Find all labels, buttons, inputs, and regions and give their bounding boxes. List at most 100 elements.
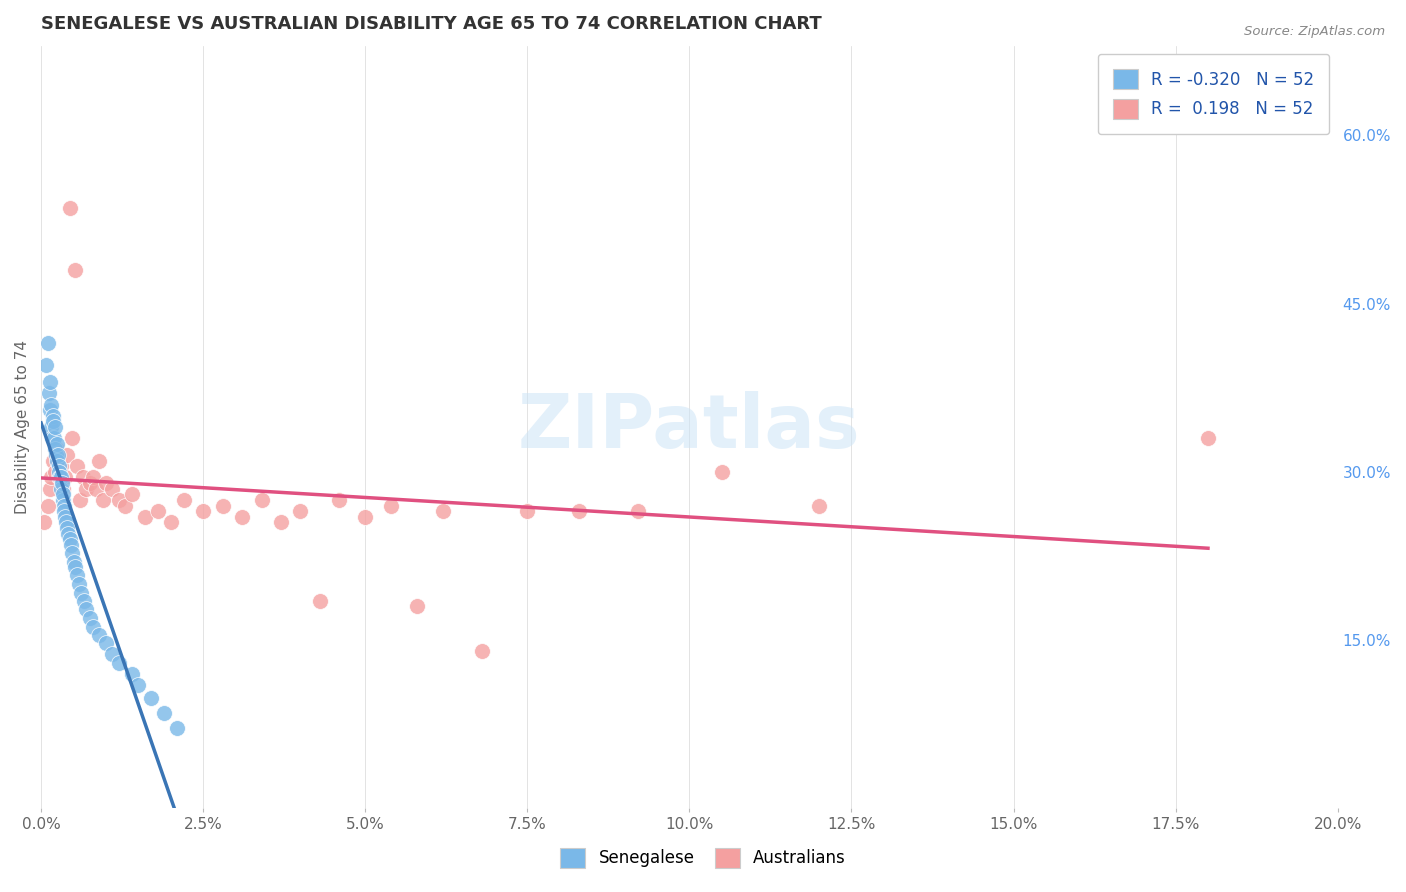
Point (270, 516, 292, 530)
Point (34, 516, 56, 530)
Point (37, 335, 59, 350)
Point (56, 448, 79, 462)
Point (42, 409, 65, 423)
Point (41, 420, 63, 434)
Point (328, 492, 350, 507)
Point (69, 492, 91, 507)
Point (250, 492, 273, 507)
Point (406, 599, 429, 614)
Point (56, 521, 79, 535)
Legend: R = -0.320   N = 52, R =  0.198   N = 52: R = -0.320 N = 52, R = 0.198 N = 52 (1098, 54, 1329, 134)
Point (432, 504, 454, 518)
Point (41, 470, 63, 484)
Point (38, 403, 60, 417)
Legend: Senegalese, Australians: Senegalese, Australians (554, 841, 852, 875)
Text: ZIPatlas: ZIPatlas (517, 391, 860, 464)
Point (79, 610, 101, 624)
Point (63, 560, 86, 574)
Point (516, 504, 538, 518)
Point (82, 470, 104, 484)
Point (51, 476, 73, 491)
Point (108, 492, 131, 507)
Point (37, 499, 59, 513)
Point (568, 504, 591, 518)
Point (70, 586, 93, 600)
Point (58, 526, 80, 541)
Point (146, 504, 169, 518)
Point (45, 448, 67, 462)
Point (55, 516, 77, 530)
Point (108, 656, 131, 670)
Point (66, 459, 89, 474)
Point (82, 620, 104, 634)
Point (1197, 431, 1219, 445)
Point (35, 359, 58, 373)
Point (53, 509, 76, 524)
Point (60, 546, 83, 560)
Point (48, 465, 70, 479)
Point (626, 504, 648, 518)
Point (290, 504, 312, 518)
Point (53, 470, 76, 484)
Point (114, 499, 136, 513)
Point (211, 499, 233, 513)
Point (76, 601, 98, 615)
Point (39, 398, 62, 412)
Point (173, 492, 195, 507)
Point (51, 482, 73, 496)
Point (60, 431, 83, 445)
Point (79, 476, 101, 491)
Point (354, 509, 377, 524)
Point (101, 482, 124, 496)
Point (73, 594, 96, 608)
Point (42, 453, 65, 467)
Point (52, 499, 75, 513)
Point (59, 202, 82, 216)
Y-axis label: Disability Age 65 to 74: Disability Age 65 to 74 (15, 340, 30, 514)
Point (52, 482, 75, 496)
Point (44, 420, 66, 434)
Point (42, 414, 65, 428)
Point (89, 627, 111, 641)
Point (59, 532, 82, 546)
Point (49, 470, 72, 484)
Point (84, 482, 107, 496)
Point (42, 431, 65, 445)
Point (59, 538, 82, 552)
Point (41, 431, 63, 445)
Point (231, 509, 253, 524)
Point (62, 555, 84, 569)
Point (44, 465, 66, 479)
Point (471, 644, 494, 658)
Point (46, 453, 69, 467)
Point (46, 448, 69, 462)
Point (51, 492, 73, 507)
Text: SENEGALESE VS AUSTRALIAN DISABILITY AGE 65 TO 74 CORRELATION CHART: SENEGALESE VS AUSTRALIAN DISABILITY AGE … (41, 15, 823, 33)
Point (53, 504, 76, 518)
Point (159, 516, 181, 530)
Point (710, 465, 733, 479)
Point (121, 666, 143, 681)
Point (380, 499, 402, 513)
Point (46, 442, 69, 457)
Point (153, 706, 176, 720)
Point (76, 482, 98, 496)
Point (48, 459, 70, 474)
Point (38, 482, 60, 496)
Point (52, 487, 75, 501)
Point (94, 636, 117, 650)
Point (48, 470, 70, 484)
Point (49, 470, 72, 484)
Point (51, 459, 73, 474)
Point (45, 437, 67, 451)
Point (67, 577, 90, 591)
Point (166, 721, 188, 735)
Point (91, 492, 114, 507)
Point (134, 509, 156, 524)
Point (63, 263, 86, 277)
Point (101, 647, 124, 661)
Text: Source: ZipAtlas.com: Source: ZipAtlas.com (1244, 25, 1385, 38)
Point (127, 678, 149, 692)
Point (94, 476, 117, 491)
Point (308, 594, 330, 608)
